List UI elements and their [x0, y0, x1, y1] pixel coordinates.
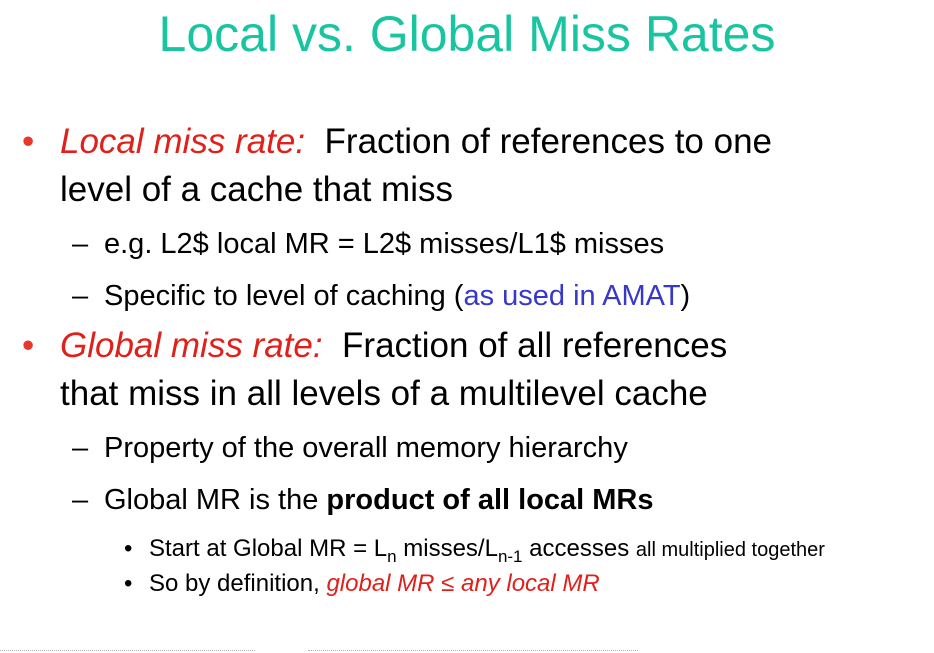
definition-text: Fraction of all references	[342, 326, 728, 365]
formula-text: Start at Global MR = L	[149, 535, 388, 562]
definition-text-cont: level of a cache that miss	[60, 170, 453, 209]
bullet-dot-icon: •	[124, 570, 133, 597]
slide-body: • Local miss rate: Fraction of reference…	[22, 118, 922, 599]
bullet-local-miss-rate: • Local miss rate: Fraction of reference…	[22, 118, 922, 214]
term-global-miss-rate: Global miss rate:	[60, 326, 323, 365]
dash-icon: –	[72, 432, 89, 464]
footer-divider-right	[308, 650, 638, 651]
sub-sub-bullet-start: • Start at Global MR = Ln misses/Ln-1 ac…	[22, 534, 909, 565]
sub-sub-bullet-definition: • So by definition, global MR ≤ any loca…	[22, 569, 909, 599]
bullet-global-miss-rate: • Global miss rate: Fraction of all refe…	[22, 322, 922, 418]
footer-divider-left	[0, 650, 255, 651]
sub-bullet-example: – e.g. L2$ local MR = L2$ misses/L1$ mis…	[22, 218, 922, 270]
amat-reference: as used in AMAT	[463, 280, 681, 312]
formula-text: accesses	[522, 535, 636, 562]
definition-text: Fraction of references to one	[324, 122, 773, 161]
sub-bullet-product: – Global MR is the product of all local …	[22, 474, 922, 526]
conclusion-text: global MR ≤ any local MR	[326, 570, 600, 597]
formula-text: misses/L	[396, 535, 498, 562]
term-local-miss-rate: Local miss rate:	[60, 122, 306, 161]
bullet-dot-icon: •	[22, 122, 35, 161]
sub-bullet-property: – Property of the overall memory hierarc…	[22, 422, 922, 474]
dash-icon: –	[72, 484, 89, 516]
dash-icon: –	[72, 228, 89, 260]
bullet-dot-icon: •	[22, 326, 35, 365]
sub-bullet-text-end: )	[680, 280, 691, 312]
subscript-n-minus-1: n-1	[497, 547, 523, 566]
subscript-n: n	[387, 547, 397, 566]
sub-bullet-text: Specific to level of caching (	[104, 280, 464, 312]
definition-lead: So by definition,	[149, 570, 327, 597]
slide-title: Local vs. Global Miss Rates	[158, 6, 776, 62]
definition-text-cont: that miss in all levels of a multilevel …	[60, 374, 708, 413]
bullet-dot-icon: •	[124, 535, 133, 562]
sub-bullet-text: Property of the overall memory hierarchy	[104, 432, 628, 464]
bold-phrase: product of all local MRs	[326, 484, 654, 516]
sub-bullet-specific: – Specific to level of caching (as used …	[22, 270, 922, 322]
sub-bullet-text: e.g. L2$ local MR = L2$ misses/L1$ misse…	[104, 228, 665, 260]
sub-bullet-text: Global MR is the	[104, 484, 327, 516]
dash-icon: –	[72, 280, 89, 312]
small-note: all multiplied together	[635, 539, 825, 561]
